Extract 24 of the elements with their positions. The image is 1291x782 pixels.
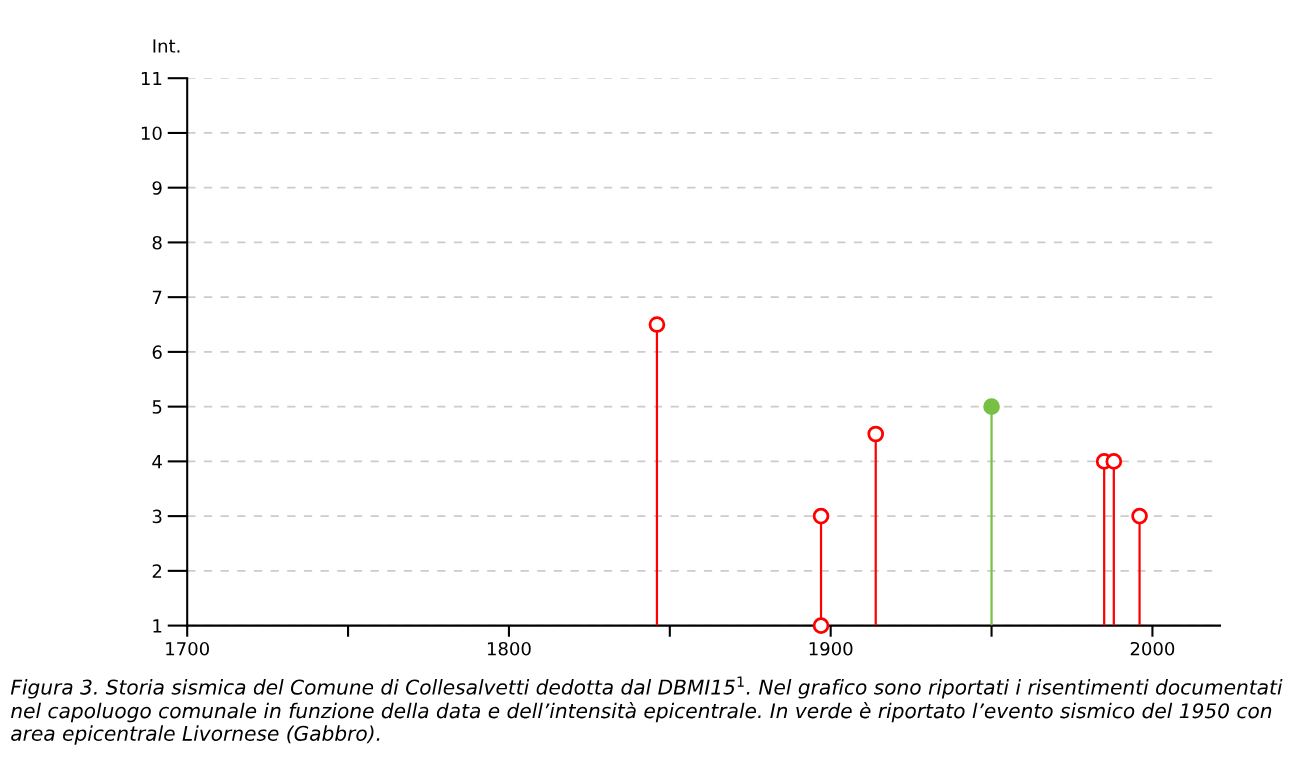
y-tick-label: 6 — [152, 345, 162, 360]
text: Figura 3. Storia sismica del Comune di Collesalvetti dedotta dal DBMI15$^{1}$. Nel grafico sono riportati i risentimenti documentati nel capoluogo comunale in funzione della data e dell’intensità epicentrale. In verde è riportato l’evento sismico del 1950 con area epicentrale Livornese (Gabbro). — [10, 676, 1283, 745]
y-tick-label: 3 — [152, 509, 162, 524]
y-tick-label: 1 — [153, 619, 162, 633]
y-tick-label: 8 — [152, 235, 162, 250]
y-tick-label: 7 — [152, 290, 162, 305]
y-tick-label: 2 — [152, 564, 162, 578]
x-tick-label: 1900 — [809, 641, 853, 656]
point — [983, 398, 1000, 415]
point — [1105, 453, 1123, 470]
point — [867, 425, 885, 443]
point — [1131, 507, 1148, 525]
y-tick-label: 11 — [141, 71, 162, 86]
point — [648, 316, 666, 333]
x-tick-label: 2000 — [1130, 641, 1175, 656]
y-axis-title: Int. — [153, 39, 180, 53]
point — [812, 617, 830, 634]
point — [812, 507, 830, 525]
y-tick-label: 9 — [152, 181, 162, 195]
y-tick-label: 10 — [141, 126, 162, 141]
y-tick-label: 4 — [152, 455, 162, 469]
x-tick-label: 1700 — [166, 641, 209, 656]
x-tick-label: 1800 — [487, 641, 531, 656]
y-tick-label: 5 — [152, 400, 162, 414]
